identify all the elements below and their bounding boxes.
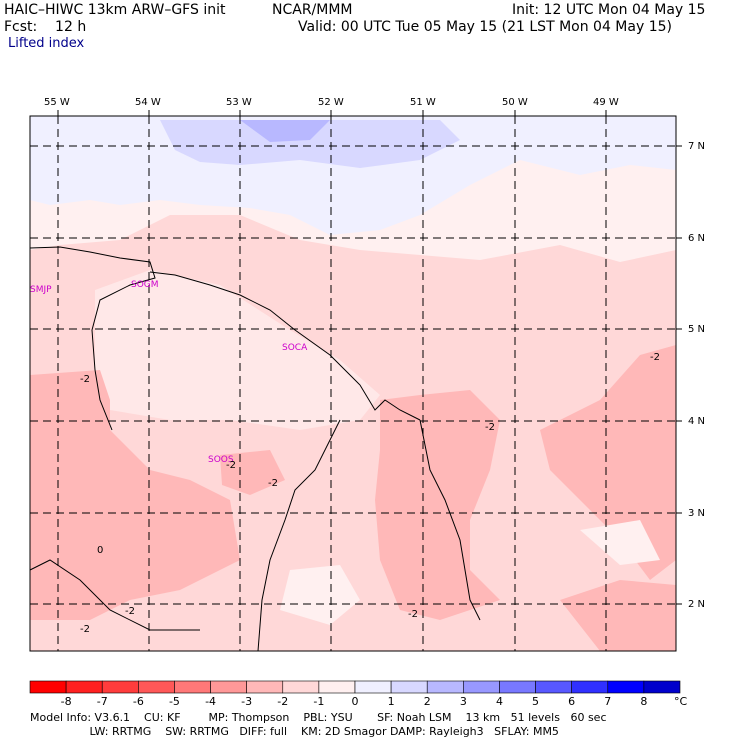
field-neg2-west bbox=[30, 370, 240, 620]
lat-label: 5 N bbox=[688, 324, 706, 335]
colorbar-swatch bbox=[426, 680, 464, 694]
contour-label: -2 bbox=[650, 352, 660, 363]
coastline bbox=[29, 246, 481, 652]
field-neg2-central bbox=[375, 390, 500, 620]
colorbar-swatch bbox=[65, 680, 103, 694]
colorbar-tick-label: -7 bbox=[96, 695, 108, 708]
model-info-line1: Model Info: V3.6.1 CU: KF MP: Thompson P… bbox=[30, 711, 607, 724]
colorbar-tick-label: -4 bbox=[205, 695, 217, 708]
colorbar-tick-label: 3 bbox=[459, 695, 467, 708]
model-title: HAIC–HIWC 13km ARW–GFS init bbox=[4, 2, 226, 18]
colorbar-swatch bbox=[571, 680, 609, 694]
lat-label: 3 N bbox=[688, 508, 706, 519]
colorbar-tick-label: 4 bbox=[495, 695, 503, 708]
contour-label: -2 bbox=[226, 460, 236, 471]
colorbar-tick-label: -1 bbox=[313, 695, 325, 708]
colorbar-swatch bbox=[210, 680, 247, 694]
colorbar-tick-label: -5 bbox=[168, 695, 180, 708]
contour-label: -2 bbox=[485, 422, 495, 433]
valid-time: Valid: 00 UTC Tue 05 May 15 (21 LST Mon … bbox=[298, 19, 672, 35]
colorbar-tick-label: 6 bbox=[568, 695, 576, 708]
colorbar-tick-label: 7 bbox=[604, 695, 612, 708]
field-neg2-spot bbox=[220, 450, 285, 495]
map-frame bbox=[29, 115, 677, 652]
station-label: SMJP bbox=[30, 285, 52, 295]
station-label: SOOS bbox=[208, 455, 234, 465]
contour-label: -2 bbox=[125, 606, 135, 617]
colorbar-tick-label: 2 bbox=[423, 695, 431, 708]
colorbar-swatch bbox=[643, 680, 681, 694]
colorbar-swatch bbox=[138, 680, 175, 694]
colorbar-tick-label: 0 bbox=[351, 695, 359, 708]
contour-label: -2 bbox=[408, 609, 418, 620]
lat-label: 2 N bbox=[688, 599, 706, 610]
colorbar bbox=[29, 680, 681, 694]
colorbar-tick-label: -6 bbox=[132, 695, 144, 708]
lon-label: 55 W bbox=[44, 97, 70, 108]
lon-label: 52 W bbox=[318, 97, 344, 108]
contour-label: -2 bbox=[80, 374, 90, 385]
colorbar-swatch bbox=[282, 680, 320, 694]
lon-label: 49 W bbox=[593, 97, 619, 108]
lon-label: 50 W bbox=[502, 97, 528, 108]
contour-label: -2 bbox=[268, 478, 278, 489]
station-label: SOCA bbox=[282, 343, 308, 353]
colorbar-swatch bbox=[390, 680, 428, 694]
colorbar-unit: °C bbox=[674, 695, 688, 708]
lon-label: 54 W bbox=[135, 97, 161, 108]
colorbar-swatch bbox=[101, 680, 139, 694]
colorbar-tick-label: 8 bbox=[640, 695, 648, 708]
contour-label: -2 bbox=[80, 624, 90, 635]
colorbar-tick-label: -8 bbox=[60, 695, 72, 708]
colorbar-tick-label: 5 bbox=[532, 695, 540, 708]
field-neg2-southeast bbox=[560, 580, 676, 651]
init-time: Init: 12 UTC Mon 04 May 15 bbox=[512, 2, 706, 18]
station-label: SOGM bbox=[131, 280, 159, 290]
field-neg2-east bbox=[540, 345, 676, 580]
field-positive-3 bbox=[240, 120, 330, 142]
lat-label: 6 N bbox=[688, 233, 706, 244]
colorbar-swatch bbox=[174, 680, 211, 694]
field-light-spot bbox=[580, 520, 660, 565]
colorbar-swatch bbox=[354, 680, 392, 694]
colorbar-swatch bbox=[318, 680, 356, 694]
colorbar-swatch bbox=[246, 680, 284, 694]
tick-marks bbox=[57, 110, 682, 605]
colorbar-tick-label: -3 bbox=[241, 695, 253, 708]
field-name: Lifted index bbox=[8, 36, 85, 51]
colorbar-swatch bbox=[535, 680, 572, 694]
org-label: NCAR/MMM bbox=[272, 2, 353, 18]
colorbar-tick-label: 1 bbox=[387, 695, 395, 708]
field-lighter bbox=[95, 270, 380, 430]
colorbar-swatch bbox=[499, 680, 536, 694]
lat-lon-grid bbox=[30, 116, 676, 651]
lon-label: 51 W bbox=[410, 97, 436, 108]
lon-label: 53 W bbox=[226, 97, 252, 108]
contour-label: 0 bbox=[97, 545, 103, 556]
lat-label: 7 N bbox=[688, 141, 706, 152]
field-light-spot bbox=[280, 565, 360, 625]
forecast-hour: Fcst: 12 h bbox=[4, 19, 87, 35]
colorbar-tick-label: -2 bbox=[277, 695, 289, 708]
colorbar-swatch bbox=[29, 680, 67, 694]
field-positive-2 bbox=[160, 120, 460, 168]
colorbar-swatch bbox=[463, 680, 500, 694]
colorbar-swatch bbox=[607, 680, 645, 694]
lat-label: 4 N bbox=[688, 416, 706, 427]
model-info-line2: LW: RRTMG SW: RRTMG DIFF: full KM: 2D Sm… bbox=[30, 725, 559, 738]
